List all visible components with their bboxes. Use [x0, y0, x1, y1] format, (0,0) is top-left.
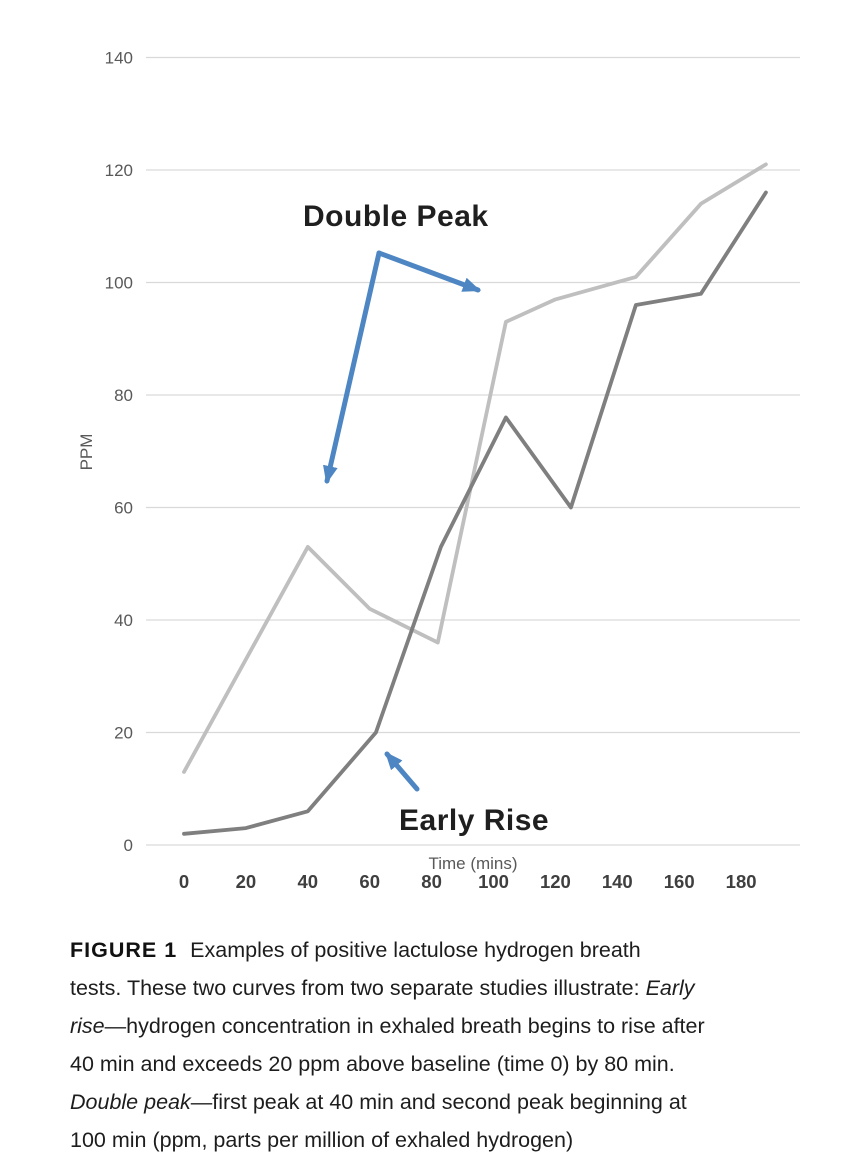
- caption-text: —first peak at 40 min and second peak be…: [190, 1090, 687, 1114]
- caption-text: —hydrogen concentration in exhaled breat…: [104, 1014, 705, 1038]
- y-axis-tick-labels: 0 20 40 60 80 100 120 140: [105, 49, 133, 856]
- caption-line: FIGURE 1 Examples of positive lactulose h…: [70, 931, 815, 969]
- x-tick-label: 140: [602, 871, 633, 892]
- caption-line: tests. These two curves from two separat…: [70, 969, 815, 1007]
- x-tick-label: 20: [236, 871, 257, 892]
- caption-line: rise—hydrogen concentration in exhaled b…: [70, 1007, 815, 1045]
- caption-italic-term: Early: [645, 976, 695, 1000]
- caption-line: Double peak—first peak at 40 min and sec…: [70, 1083, 815, 1121]
- x-tick-label: 40: [298, 871, 319, 892]
- y-tick-label: 120: [105, 161, 133, 180]
- caption-text: 40 min and exceeds 20 ppm above baseline…: [70, 1052, 675, 1076]
- annotation-arrows: [323, 250, 481, 792]
- y-tick-label: 0: [124, 836, 133, 855]
- x-tick-label: 0: [179, 871, 189, 892]
- caption-line: 100 min (ppm, parts per million of exhal…: [70, 1121, 815, 1159]
- y-axis-label: PPM: [77, 434, 96, 471]
- x-tick-label: 120: [540, 871, 571, 892]
- caption-text: 100 min (ppm, parts per million of exhal…: [70, 1128, 574, 1152]
- y-tick-label: 140: [105, 49, 133, 68]
- x-tick-label: 180: [726, 871, 757, 892]
- series-lines: [182, 162, 768, 836]
- series-line-early-rise-curve: [182, 190, 768, 836]
- x-axis-label: Time (mins): [428, 854, 517, 873]
- double-peak-arrow-right: [376, 250, 481, 293]
- y-tick-label: 20: [114, 724, 133, 743]
- x-axis-tick-labels: 0 20 40 60 80 100 120 140 160 180: [179, 871, 757, 892]
- caption-line: 40 min and exceeds 20 ppm above baseline…: [70, 1045, 815, 1083]
- x-tick-label: 60: [359, 871, 380, 892]
- x-tick-label: 100: [478, 871, 509, 892]
- series-line-double-peak-curve: [182, 162, 768, 774]
- double-peak-arrow-left: [323, 250, 382, 484]
- caption-italic-term: Double peak: [70, 1090, 191, 1114]
- caption-text: Examples of positive lactulose hydrogen …: [190, 938, 641, 962]
- gridlines: [146, 56, 800, 846]
- y-tick-label: 40: [114, 611, 133, 630]
- x-tick-label: 80: [421, 871, 442, 892]
- breath-test-line-chart: 0 20 40 60 80 100 120 140 0 20 40 60 80 100 120 140 160…: [77, 49, 800, 892]
- caption-text: tests. These two curves from two separat…: [70, 976, 646, 1000]
- x-tick-label: 160: [664, 871, 695, 892]
- caption-italic-term: rise: [70, 1014, 105, 1038]
- annotation-early-rise: Early Rise: [399, 804, 549, 837]
- annotation-double-peak: Double Peak: [303, 200, 489, 233]
- figure-label: FIGURE 1: [70, 938, 178, 962]
- figure-caption: FIGURE 1 Examples of positive lactulose h…: [70, 931, 815, 1159]
- y-tick-label: 60: [114, 499, 133, 518]
- early-rise-arrow: [384, 751, 420, 792]
- y-tick-label: 100: [105, 274, 133, 293]
- y-tick-label: 80: [114, 386, 133, 405]
